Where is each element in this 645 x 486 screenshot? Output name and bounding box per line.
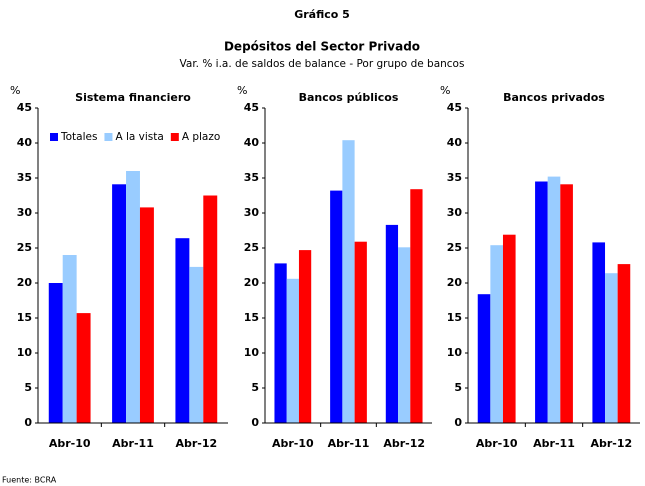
x-tick-label: Abr-11: [328, 437, 370, 450]
y-tick-label: 15: [17, 311, 32, 324]
bar: [592, 242, 606, 423]
x-tick-label: Abr-11: [112, 437, 154, 450]
bar: [354, 241, 367, 423]
bar: [286, 278, 299, 423]
panel-title: Bancos públicos: [299, 91, 399, 104]
chart-title: Depósitos del Sector Privado: [224, 40, 420, 54]
y-tick-label: 45: [17, 101, 32, 114]
bar: [385, 224, 399, 423]
y-tick-label: 5: [454, 381, 462, 394]
y-tick-label: 0: [24, 416, 32, 429]
bar: [330, 190, 343, 423]
bar: [203, 195, 218, 423]
y-tick-label: 40: [244, 136, 260, 149]
bar: [410, 189, 423, 423]
bar: [274, 263, 287, 423]
bar: [76, 313, 91, 423]
panel-title: Sistema financiero: [75, 91, 191, 104]
x-tick-label: Abr-10: [272, 437, 314, 450]
y-tick-label: 40: [17, 136, 33, 149]
bar: [535, 181, 548, 423]
y-tick-label: 25: [17, 241, 32, 254]
x-tick-label: Abr-10: [49, 437, 91, 450]
bar: [490, 245, 503, 423]
y-tick-label: 35: [244, 171, 259, 184]
y-tick-label: 5: [251, 381, 259, 394]
y-tick-label: 30: [17, 206, 33, 219]
y-tick-label: 35: [447, 171, 462, 184]
bar: [502, 234, 516, 423]
y-tick-label: 5: [24, 381, 32, 394]
y-axis-label: %: [440, 84, 450, 97]
y-tick-label: 45: [447, 101, 462, 114]
bar: [139, 207, 154, 423]
y-tick-label: 0: [454, 416, 462, 429]
bar: [126, 171, 140, 423]
bar: [547, 176, 561, 423]
bar: [617, 264, 631, 423]
y-tick-label: 10: [17, 346, 33, 359]
y-axis-label: %: [10, 84, 20, 97]
y-tick-label: 0: [251, 416, 259, 429]
y-tick-label: 30: [447, 206, 463, 219]
bar: [560, 184, 573, 423]
y-tick-label: 40: [447, 136, 463, 149]
legend-swatch: [170, 133, 179, 141]
bar: [398, 247, 411, 423]
y-tick-label: 45: [244, 101, 259, 114]
legend-swatch: [50, 133, 58, 141]
y-tick-label: 10: [244, 346, 260, 359]
bar: [175, 238, 190, 423]
y-tick-label: 20: [17, 276, 33, 289]
bar: [189, 266, 204, 423]
y-tick-label: 20: [244, 276, 260, 289]
bar: [477, 294, 491, 423]
y-tick-label: 25: [244, 241, 259, 254]
y-tick-label: 35: [17, 171, 32, 184]
source: Fuente: BCRA: [2, 476, 57, 485]
bar: [298, 250, 312, 423]
y-tick-label: 15: [244, 311, 259, 324]
x-tick-label: Abr-10: [476, 437, 518, 450]
bar: [342, 140, 355, 423]
y-tick-label: 20: [447, 276, 463, 289]
legend-label: A plazo: [182, 131, 220, 143]
legend-swatch: [104, 133, 113, 141]
y-tick-label: 15: [447, 311, 462, 324]
x-tick-label: Abr-11: [533, 437, 575, 450]
panel-title: Bancos privados: [503, 91, 605, 104]
figure-label: Gráfico 5: [294, 8, 350, 21]
bar: [48, 283, 63, 423]
legend-label: Totales: [60, 131, 97, 143]
y-axis-label: %: [237, 84, 247, 97]
chart-subtitle: Var. % i.a. de saldos de balance - Por g…: [180, 58, 465, 70]
x-tick-label: Abr-12: [590, 437, 632, 450]
bar: [62, 255, 77, 423]
legend-label: A la vista: [115, 131, 163, 143]
x-tick-label: Abr-12: [175, 437, 217, 450]
bar: [605, 273, 618, 423]
bar: [112, 184, 127, 423]
y-tick-label: 30: [244, 206, 260, 219]
y-tick-label: 25: [447, 241, 462, 254]
x-tick-label: Abr-12: [383, 437, 425, 450]
y-tick-label: 10: [447, 346, 463, 359]
